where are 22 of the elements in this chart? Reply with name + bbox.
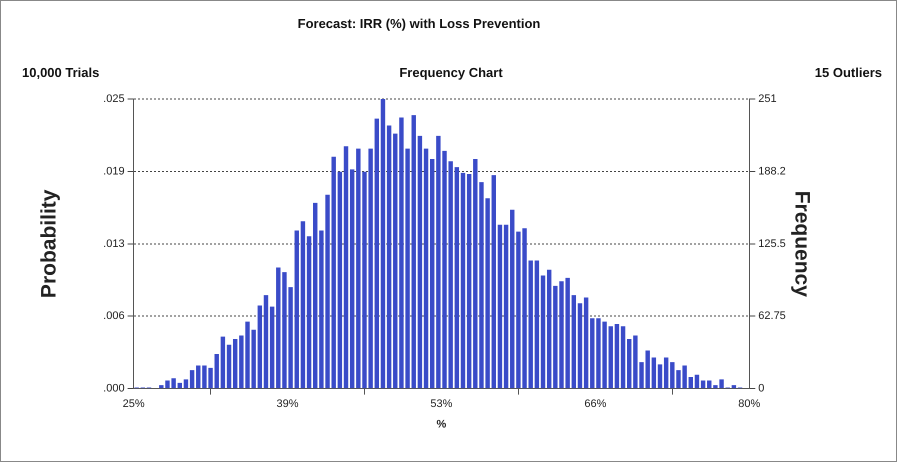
y-tick-label: .013 [103, 238, 125, 250]
x-tick-label: 39% [276, 398, 299, 410]
y-tick-label: .025 [103, 93, 125, 106]
y2-tick-label: 0 [758, 382, 764, 395]
x-tick-label: 25% [122, 398, 145, 410]
y-tick-label: .019 [103, 165, 125, 178]
y2-tick-label: 251 [758, 93, 777, 106]
y-tick-label: .006 [103, 310, 125, 322]
text: 10,000 Trials [22, 65, 100, 80]
y2-axis-title: Frequency [790, 190, 814, 298]
y-tick-label: .000 [103, 382, 125, 395]
y2-tick-label: 125.5 [758, 238, 786, 250]
chart-subtitle: Frequency Chart [399, 65, 503, 80]
chart-title: Forecast: IRR (%) with Loss Prevention [296, 16, 542, 31]
y-axis-title: Probability [37, 189, 60, 298]
x-tick-label: 66% [584, 398, 607, 410]
y2-tick-label: 188.2 [758, 165, 786, 178]
text: 15 Outliers [814, 65, 882, 80]
y2-tick-label: 62.75 [758, 310, 786, 322]
x-tick-label: 53% [430, 398, 453, 410]
x-axis-title: % [436, 418, 447, 430]
x-tick-label: 80% [738, 398, 760, 410]
